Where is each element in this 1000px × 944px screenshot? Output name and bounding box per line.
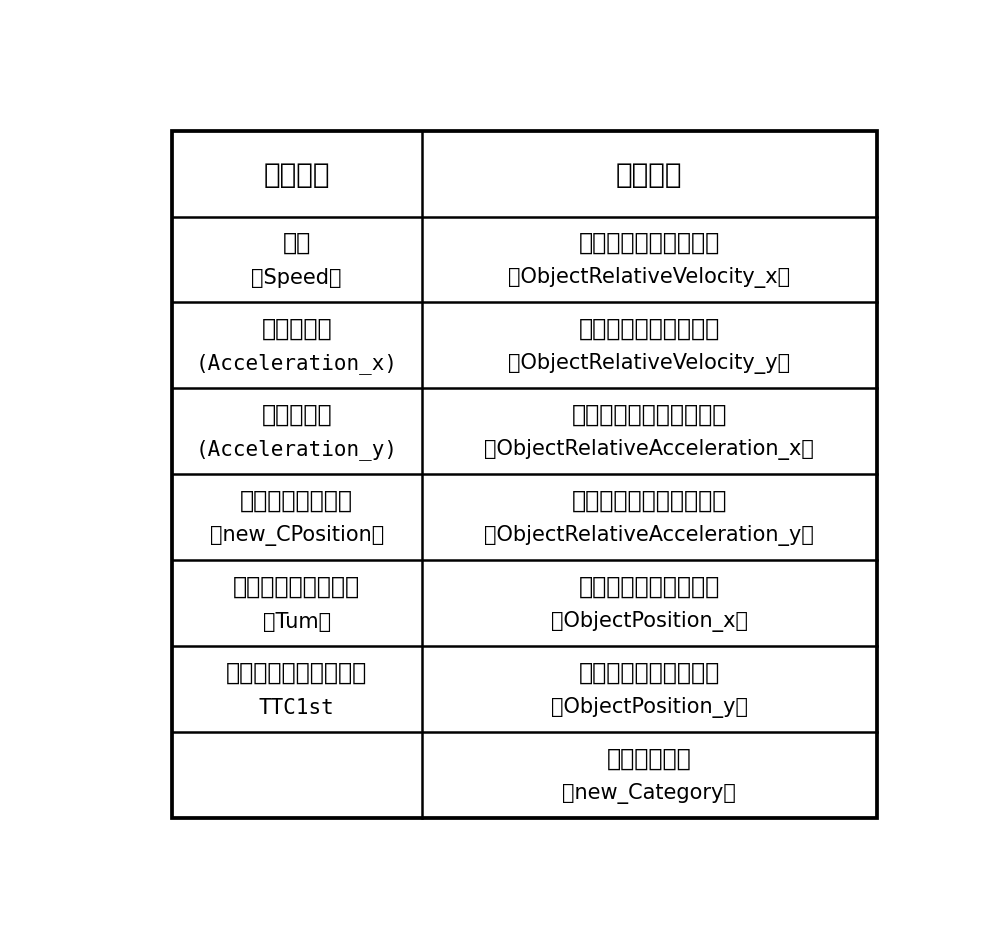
Text: 与前车的纵向相对加速度: 与前车的纵向相对加速度	[572, 402, 727, 427]
Text: 与前车的纵向相对速度: 与前车的纵向相对速度	[579, 231, 720, 255]
Text: TTC1st: TTC1st	[259, 697, 335, 717]
Text: （new_CPosition）: （new_CPosition）	[210, 525, 384, 546]
Text: （Speed）: （Speed）	[251, 268, 342, 288]
Text: 前车车辆类型: 前车车辆类型	[607, 746, 692, 770]
Text: （ObjectRelativeAcceleration_x）: （ObjectRelativeAcceleration_x）	[484, 439, 814, 460]
Text: （ObjectPosition_x）: （ObjectPosition_x）	[551, 611, 748, 632]
Text: 本车所在车道位置: 本车所在车道位置	[240, 488, 353, 513]
Text: （new_Category）: （new_Category）	[562, 783, 736, 803]
Text: 本车转向灯使用情况: 本车转向灯使用情况	[233, 574, 360, 598]
Text: 前车参数: 前车参数	[616, 160, 683, 189]
Text: 纵向加速度: 纵向加速度	[261, 316, 332, 341]
Text: （Tum）: （Tum）	[263, 611, 331, 632]
Text: （ObjectRelativeVelocity_y）: （ObjectRelativeVelocity_y）	[508, 353, 790, 374]
Text: （ObjectPosition_y）: （ObjectPosition_y）	[551, 697, 748, 717]
Text: 横向加速度: 横向加速度	[261, 402, 332, 427]
Text: 与前车的横向相对加速度: 与前车的横向相对加速度	[572, 488, 727, 513]
Text: （ObjectRelativeVelocity_x）: （ObjectRelativeVelocity_x）	[508, 267, 790, 288]
Text: (Acceleration_x): (Acceleration_x)	[196, 353, 398, 374]
Text: 速度: 速度	[283, 231, 311, 255]
Text: （ObjectRelativeAcceleration_y）: （ObjectRelativeAcceleration_y）	[484, 525, 814, 546]
Text: 与前车的横向相对位置: 与前车的横向相对位置	[579, 660, 720, 684]
Text: 与前车的最短碰撞时间: 与前车的最短碰撞时间	[226, 660, 367, 684]
Text: 与前车的横向相对速度: 与前车的横向相对速度	[579, 316, 720, 341]
Text: 与前车的纵向相对位置: 与前车的纵向相对位置	[579, 574, 720, 598]
Text: 本车参数: 本车参数	[263, 160, 330, 189]
Text: (Acceleration_y): (Acceleration_y)	[196, 439, 398, 460]
